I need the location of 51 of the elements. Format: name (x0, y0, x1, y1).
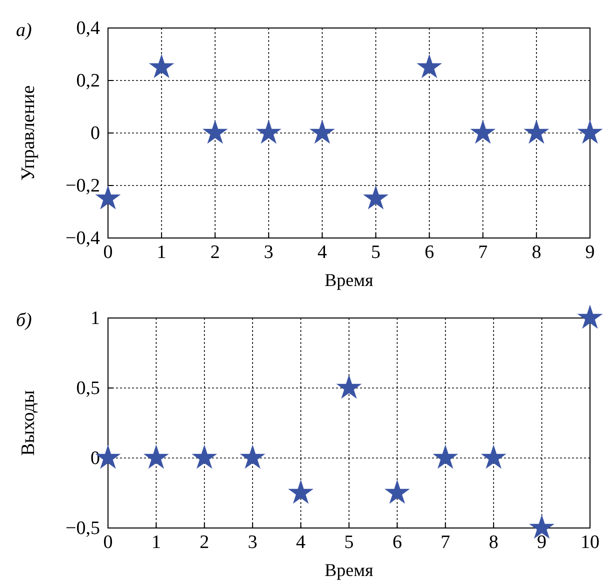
x-tick-label: 1 (151, 532, 161, 553)
point (144, 444, 169, 469)
x-tick-label: 8 (532, 242, 542, 263)
x-tick-label: 5 (371, 242, 381, 263)
text: а) (16, 20, 32, 41)
point (202, 120, 228, 144)
y-tick-label: −0,5 (66, 518, 100, 539)
y-tick-label: 0,2 (76, 70, 100, 92)
x-tick-label: 4 (296, 532, 306, 553)
point (384, 480, 410, 504)
x-axis-title: Время (324, 560, 374, 580)
point (432, 444, 458, 469)
point (363, 185, 388, 210)
x-tick-label: 8 (488, 532, 498, 553)
y-axis-title: Выходы (18, 390, 39, 456)
x-tick-label: 7 (440, 532, 450, 553)
point (577, 304, 603, 329)
text: б) (16, 310, 32, 331)
x-axis-title: Время (324, 270, 374, 290)
point (148, 54, 174, 78)
y-tick-label: −0,4 (66, 228, 100, 249)
y-tick-label: 0,5 (76, 378, 100, 399)
point (288, 480, 314, 504)
x-tick-label: 10 (580, 532, 600, 553)
x-tick-label: 2 (200, 532, 210, 553)
x-tick-label: 9 (585, 242, 595, 263)
point (310, 120, 335, 144)
point (470, 120, 496, 144)
point (256, 120, 282, 144)
point (240, 444, 266, 469)
x-tick-label: 3 (248, 532, 258, 553)
y-tick-label: 0 (90, 123, 100, 144)
x-tick-label: 4 (317, 242, 328, 263)
x-tick-label: 1 (156, 242, 166, 263)
point (524, 120, 550, 144)
x-tick-label: 3 (264, 242, 274, 263)
y-tick-label: −0,2 (66, 176, 100, 196)
x-tick-label: 9 (537, 532, 547, 553)
y-tick-label: 1 (90, 308, 100, 329)
x-tick-label: 6 (424, 242, 434, 263)
y-tick-label: 0,4 (76, 18, 100, 39)
point (192, 444, 218, 469)
point (480, 444, 506, 469)
x-tick-label: 2 (210, 242, 220, 263)
point (416, 54, 442, 78)
x-tick-label: 6 (392, 532, 402, 553)
x-tick-label: 5 (344, 532, 354, 553)
x-tick-label: 7 (478, 242, 488, 263)
point (577, 120, 603, 144)
y-axis-title: Управление (18, 85, 39, 181)
point (336, 374, 362, 399)
